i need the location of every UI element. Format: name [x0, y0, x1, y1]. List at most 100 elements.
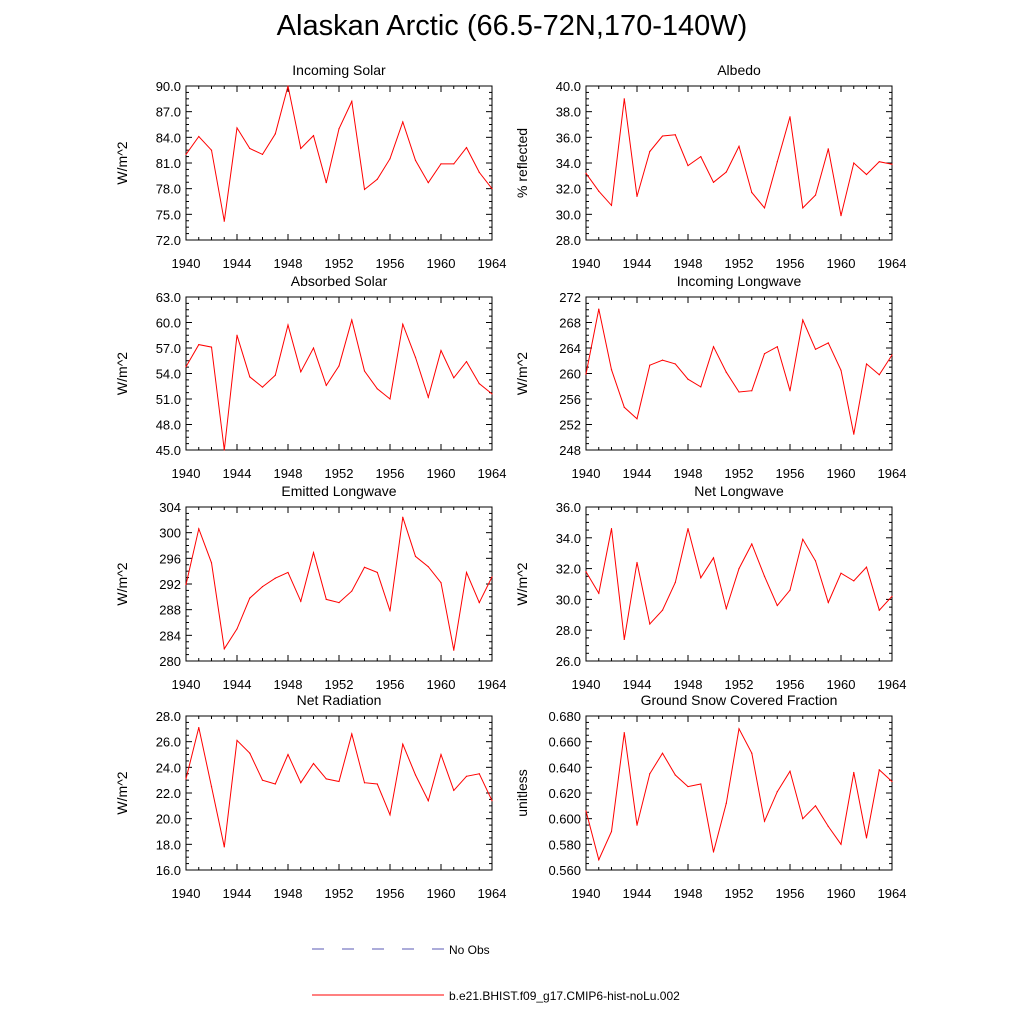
data-point — [878, 609, 880, 611]
y-tick-label: 0.620 — [548, 786, 581, 801]
data-point — [287, 753, 289, 756]
data-point — [598, 308, 600, 310]
data-point — [491, 800, 493, 802]
data-point — [300, 147, 302, 150]
data-point — [312, 551, 315, 554]
y-tick-label: 304 — [159, 500, 181, 515]
data-point — [725, 608, 727, 610]
panel-title: Emitted Longwave — [281, 483, 396, 499]
x-tick-label: 1944 — [223, 256, 252, 271]
data-point — [636, 195, 638, 197]
y-tick-label: 288 — [159, 603, 181, 618]
data-point — [776, 161, 778, 163]
y-tick-label: 280 — [159, 654, 181, 669]
x-tick-label: 1964 — [878, 677, 907, 692]
y-axis-label: W/m^2 — [514, 562, 530, 605]
data-point — [249, 376, 251, 378]
x-tick-label: 1952 — [725, 677, 754, 692]
plot-frame — [585, 506, 893, 662]
x-tick-label: 1956 — [376, 466, 405, 481]
data-point — [338, 128, 340, 130]
plot-frame — [585, 85, 893, 241]
data-point — [623, 638, 625, 641]
y-tick-label: 292 — [159, 577, 181, 592]
data-point — [649, 773, 651, 775]
data-point — [865, 363, 868, 365]
data-point — [287, 571, 289, 574]
data-point — [610, 369, 613, 371]
data-point — [223, 449, 225, 451]
y-tick-label: 22.0 — [156, 786, 181, 801]
data-point — [865, 173, 868, 176]
data-point — [478, 602, 480, 604]
data-point — [465, 147, 468, 149]
data-point — [623, 732, 625, 734]
data-point — [827, 825, 829, 827]
data-point — [585, 571, 587, 573]
chart-panel: Net Longwave W/m^2 1940 1944 1948 1952 1956 196… — [514, 483, 906, 692]
data-point — [351, 590, 353, 592]
y-tick-label: 36.0 — [556, 130, 581, 145]
data-point — [700, 577, 702, 579]
data-point — [878, 374, 880, 376]
data-point — [198, 528, 200, 530]
data-point — [287, 85, 289, 87]
data-point — [802, 818, 804, 820]
x-tick-label: 1940 — [172, 886, 201, 901]
x-tick-label: 1960 — [827, 886, 856, 901]
data-point — [236, 628, 238, 630]
data-point — [636, 824, 638, 826]
x-tick-label: 1956 — [376, 256, 405, 271]
x-tick-label: 1944 — [223, 466, 252, 481]
data-point — [661, 135, 664, 137]
y-axis-label: % reflected — [514, 128, 530, 198]
data-point — [453, 789, 455, 792]
data-point — [712, 346, 715, 348]
data-point — [453, 163, 455, 165]
data-point — [789, 390, 791, 392]
y-axis-label: W/m^2 — [114, 352, 130, 395]
y-tick-label: 34.0 — [556, 156, 581, 171]
data-point — [840, 369, 842, 371]
data-point — [636, 418, 638, 420]
y-tick-label: 24.0 — [156, 760, 181, 775]
data-point — [623, 406, 625, 408]
data-point — [891, 780, 893, 783]
data-point — [389, 158, 391, 160]
data-point — [249, 597, 251, 599]
data-point — [814, 805, 817, 807]
data-point — [440, 349, 442, 352]
data-point — [687, 527, 689, 530]
y-tick-label: 248 — [559, 443, 581, 458]
y-tick-label: 268 — [559, 316, 581, 331]
x-tick-label: 1952 — [325, 466, 354, 481]
data-point — [465, 775, 468, 777]
data-point — [674, 363, 676, 365]
data-point — [776, 346, 778, 348]
series-line — [185, 727, 493, 848]
data-point — [598, 859, 600, 861]
x-tick-label: 1948 — [674, 886, 703, 901]
data-point — [661, 752, 664, 754]
x-tick-label: 1940 — [172, 466, 201, 481]
x-tick-label: 1944 — [623, 886, 652, 901]
panel-title: Net Longwave — [694, 483, 784, 499]
data-point — [802, 319, 804, 321]
y-axis-label: W/m^2 — [114, 141, 130, 184]
y-tick-label: 90.0 — [156, 79, 181, 94]
y-tick-label: 0.560 — [548, 863, 581, 878]
y-tick-label: 260 — [559, 367, 581, 382]
data-point — [325, 182, 327, 184]
x-tick-label: 1956 — [776, 466, 805, 481]
data-point — [465, 571, 468, 574]
series-line — [185, 85, 493, 222]
data-point — [185, 778, 187, 780]
y-tick-label: 75.0 — [156, 207, 181, 222]
data-point — [585, 373, 587, 375]
y-tick-label: 0.640 — [548, 760, 581, 775]
data-point — [674, 774, 676, 776]
y-tick-label: 87.0 — [156, 105, 181, 120]
x-tick-label: 1964 — [878, 256, 907, 271]
data-point — [827, 148, 829, 150]
